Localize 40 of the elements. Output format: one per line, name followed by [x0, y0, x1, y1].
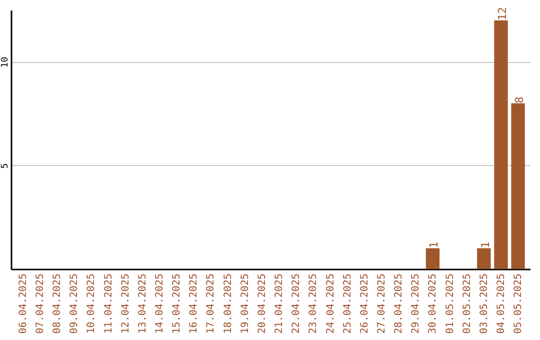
- x-tick-label: 20.04.2025: [256, 274, 268, 334]
- y-tick-label: 5: [0, 163, 10, 169]
- bar: [477, 248, 491, 269]
- x-tick-label: 07.04.2025: [35, 274, 46, 334]
- x-tick-label: 14.04.2025: [154, 274, 166, 334]
- x-tick-label: 22.04.2025: [291, 274, 302, 334]
- bar: [511, 103, 525, 269]
- data-label: 1: [428, 242, 441, 248]
- x-tick-label: 10.04.2025: [86, 274, 98, 334]
- y-tick-label: 10: [0, 56, 10, 68]
- x-tick-label: 18.04.2025: [222, 274, 234, 334]
- x-tick-label: 08.04.2025: [52, 274, 64, 334]
- data-label: 8: [513, 96, 526, 104]
- bar: [494, 20, 508, 269]
- x-tick-label: 06.04.2025: [18, 274, 29, 334]
- x-tick-label: 28.04.2025: [394, 274, 405, 334]
- x-tick-label: 01.05.2025: [444, 274, 456, 334]
- x-tick-label: 25.04.2025: [342, 274, 354, 334]
- x-tick-label: 24.04.2025: [325, 274, 336, 334]
- x-tick-label: 05.05.2025: [513, 274, 524, 334]
- x-tick-label: 13.04.2025: [137, 274, 148, 334]
- x-tick-label: 19.04.2025: [240, 274, 251, 334]
- x-tick-label: 04.05.2025: [496, 274, 507, 334]
- x-tick-label: 21.04.2025: [274, 274, 286, 334]
- x-tick-label: 02.05.2025: [462, 274, 473, 334]
- x-tick-label: 29.04.2025: [410, 274, 422, 334]
- x-tick-label: 27.04.2025: [376, 274, 388, 334]
- x-tick-label: 15.04.2025: [172, 274, 183, 334]
- x-tick-label: 17.04.2025: [206, 274, 217, 334]
- x-tick-label: 23.04.2025: [308, 274, 320, 334]
- data-label: 1: [478, 242, 492, 248]
- data-label: 12: [496, 7, 509, 20]
- bar: [426, 248, 440, 269]
- x-tick-label: 11.04.2025: [103, 274, 114, 334]
- x-tick-label: 12.04.2025: [120, 274, 132, 334]
- x-tick-label: 09.04.2025: [69, 274, 80, 334]
- x-tick-label: 30.04.2025: [428, 274, 439, 334]
- x-tick-label: 16.04.2025: [188, 274, 200, 334]
- x-tick-label: 26.04.2025: [359, 274, 370, 334]
- x-tick-label: 03.05.2025: [478, 274, 490, 334]
